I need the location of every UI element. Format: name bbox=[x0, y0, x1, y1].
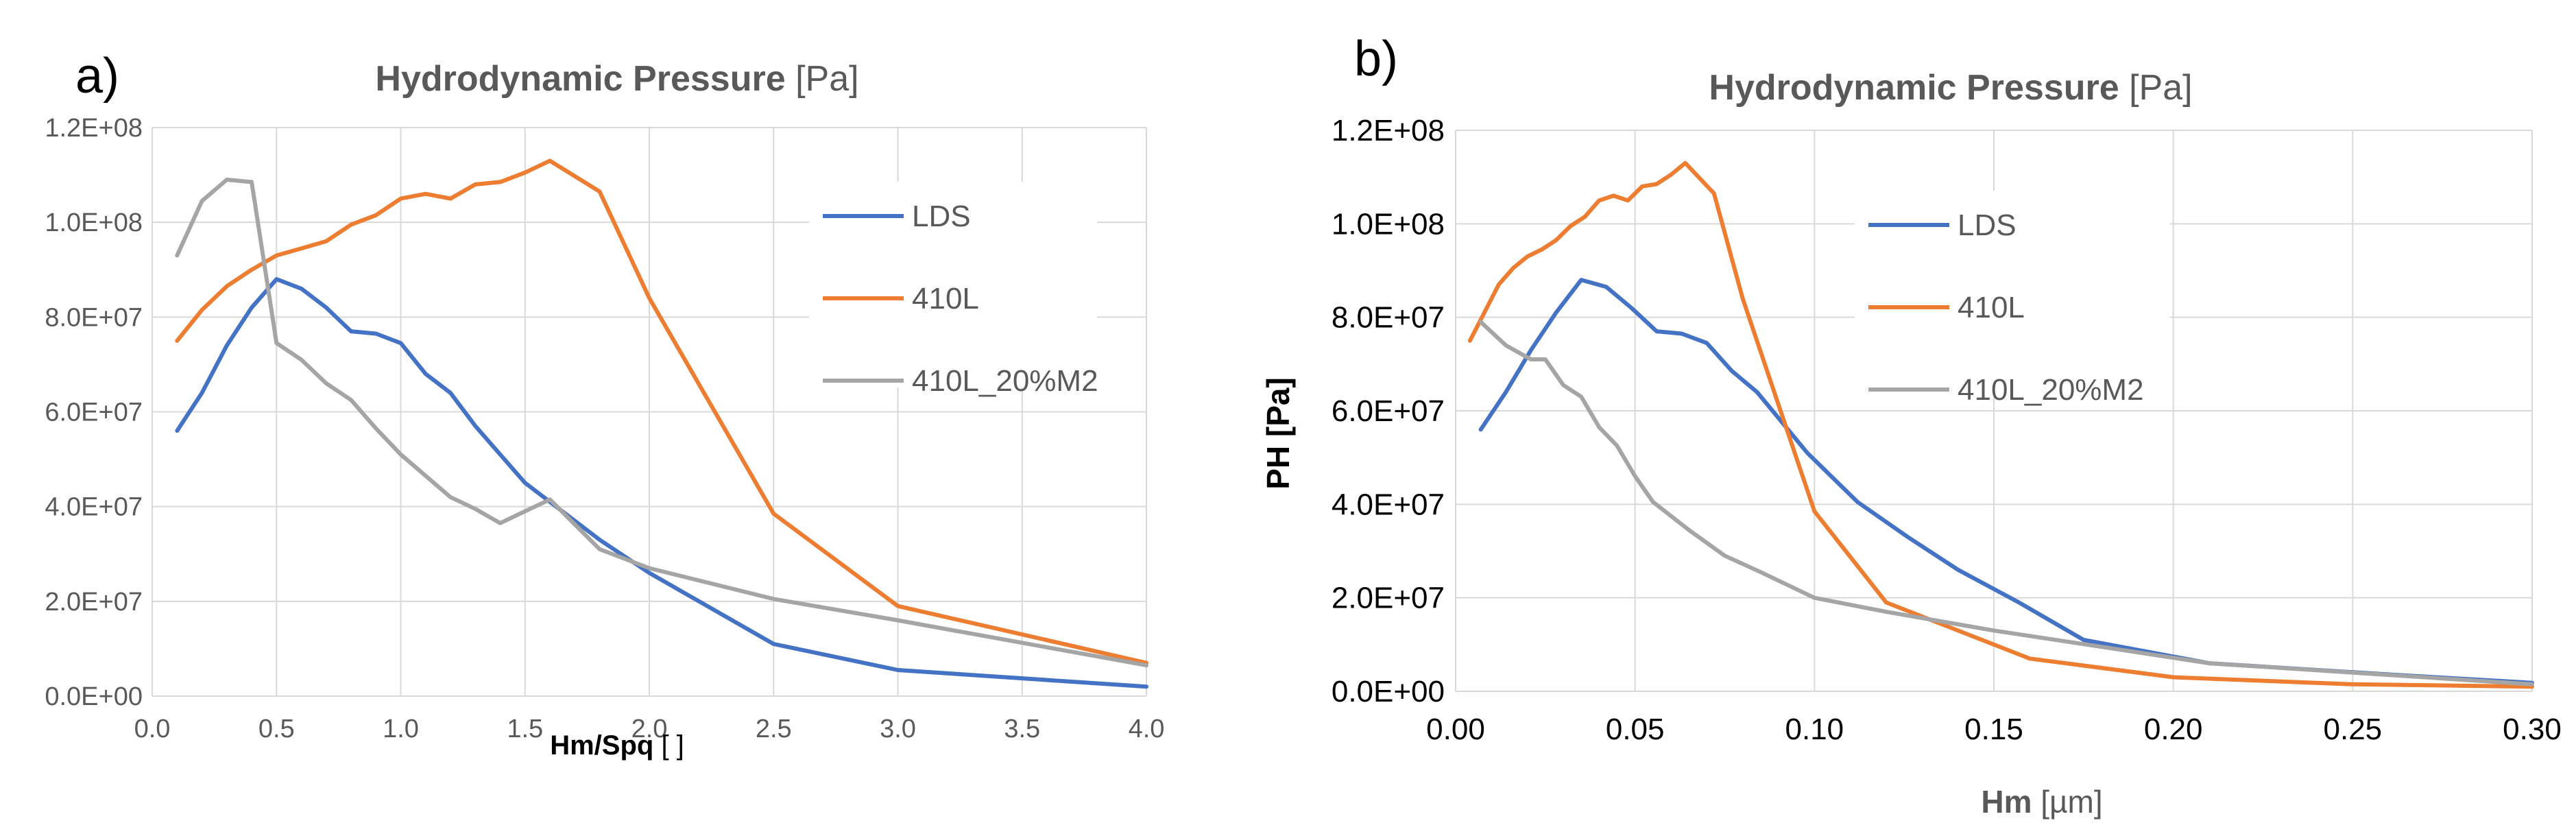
chart-a-xlabel: Hm/Spq [ ] bbox=[550, 730, 684, 761]
y-tick-label: 0.0E+00 bbox=[1332, 675, 1445, 708]
chart-b-ylabel: PH [Pa] bbox=[1260, 377, 1296, 490]
series-line-410l-20-m2 bbox=[175, 178, 1148, 668]
chart-b-title: Hydrodynamic Pressure [Pa] bbox=[1709, 68, 2192, 108]
x-tick-label: 0.05 bbox=[1606, 713, 1665, 746]
x-tick-label: 1.0 bbox=[383, 715, 419, 743]
chart-a-y-ticks: 0.0E+00 2.0E+07 4.0E+07 6.0E+07 8.0E+07 1.0E+… bbox=[45, 114, 143, 711]
y-tick-label: 1.2E+08 bbox=[1332, 114, 1445, 147]
x-tick-label: 0.30 bbox=[2503, 713, 2562, 746]
y-tick-label: 1.0E+08 bbox=[1332, 207, 1445, 241]
series-line-410l bbox=[1467, 160, 2534, 689]
y-tick-label: 1.2E+08 bbox=[45, 114, 143, 143]
series-line-lds bbox=[1478, 278, 2534, 685]
x-tick-label: 4.0 bbox=[1129, 715, 1165, 743]
chart-b-x-ticks: 0.00 0.05 0.10 0.15 0.20 0.25 0.30 bbox=[1426, 713, 2562, 746]
chart-a-series bbox=[175, 158, 1148, 689]
chart-a-legend: LDS 410L 410L_20%M2 bbox=[809, 182, 1098, 398]
y-tick-label: 8.0E+07 bbox=[1332, 301, 1445, 335]
y-tick-label: 4.0E+07 bbox=[45, 493, 143, 522]
x-tick-label: 0.20 bbox=[2144, 713, 2203, 746]
y-tick-label: 0.0E+00 bbox=[45, 682, 143, 711]
x-tick-label: 2.0 bbox=[631, 715, 668, 743]
y-tick-label: 2.0E+07 bbox=[45, 588, 143, 617]
y-tick-label: 1.0E+08 bbox=[45, 208, 143, 237]
panel-label-a: a) bbox=[75, 49, 119, 104]
chart-b: b) Hydrodynamic Pressure [Pa] PH [Pa] 0.… bbox=[1260, 32, 2562, 820]
chart-b-legend: LDS 410L 410L_20%M2 bbox=[1855, 191, 2170, 407]
series-line-410l-20-m2 bbox=[1478, 320, 2534, 686]
y-tick-label: 4.0E+07 bbox=[1332, 488, 1445, 521]
x-tick-label: 3.5 bbox=[1004, 715, 1040, 743]
y-tick-label: 2.0E+07 bbox=[1332, 582, 1445, 615]
x-tick-label: 0.0 bbox=[134, 715, 171, 743]
chart-a-title: Hydrodynamic Pressure [Pa] bbox=[375, 59, 858, 99]
legend-label: LDS bbox=[912, 200, 971, 233]
legend-label: 410L bbox=[912, 282, 979, 315]
x-tick-label: 0.25 bbox=[2324, 713, 2383, 746]
legend-label: LDS bbox=[1958, 208, 2017, 242]
y-tick-label: 6.0E+07 bbox=[1332, 394, 1445, 428]
chart-b-series bbox=[1467, 160, 2534, 689]
x-tick-label: 0.00 bbox=[1426, 713, 1485, 746]
x-tick-label: 0.10 bbox=[1785, 713, 1844, 746]
y-tick-label: 8.0E+07 bbox=[45, 303, 143, 332]
x-tick-label: 3.0 bbox=[880, 715, 916, 743]
legend-label: 410L bbox=[1958, 291, 2025, 324]
series-line-410l bbox=[175, 158, 1148, 665]
chart-a-gridlines bbox=[152, 127, 1147, 697]
legend-label: 410L_20%M2 bbox=[1958, 373, 2144, 407]
chart-a: a) Hydrodynamic Pressure [Pa] 0.0E+00 2.0… bbox=[45, 49, 1164, 761]
x-tick-label: 0.5 bbox=[258, 715, 295, 743]
panel-label-b: b) bbox=[1354, 32, 1398, 86]
chart-a-x-ticks: 0.0 0.5 1.0 1.5 2.0 2.5 3.0 3.5 4.0 bbox=[134, 715, 1165, 743]
chart-b-xlabel: Hm [µm] bbox=[1981, 784, 2102, 820]
legend-label: 410L_20%M2 bbox=[912, 364, 1098, 398]
x-tick-label: 2.5 bbox=[756, 715, 792, 743]
x-tick-label: 1.5 bbox=[507, 715, 543, 743]
y-tick-label: 6.0E+07 bbox=[45, 398, 143, 427]
chart-b-y-ticks: 0.0E+00 2.0E+07 4.0E+07 6.0E+07 8.0E+07 1.0E+… bbox=[1332, 114, 1445, 708]
x-tick-label: 0.15 bbox=[1964, 713, 2023, 746]
